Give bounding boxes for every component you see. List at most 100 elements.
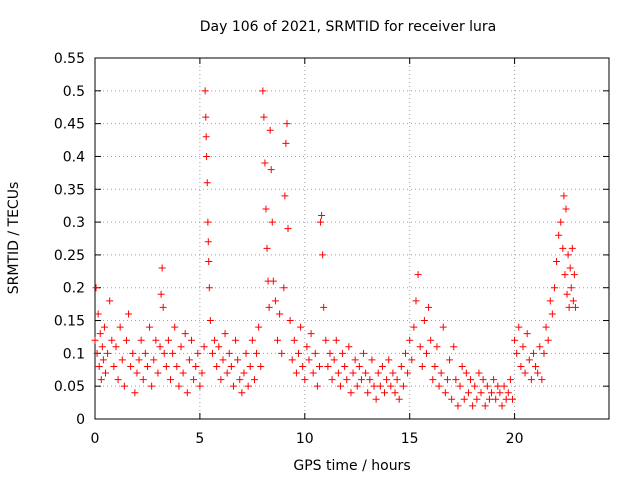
data-point bbox=[106, 297, 114, 305]
data-point bbox=[120, 382, 128, 390]
data-point bbox=[301, 376, 309, 384]
data-point bbox=[351, 356, 359, 364]
data-point bbox=[368, 356, 376, 364]
data-point bbox=[345, 343, 353, 351]
data-point bbox=[508, 395, 516, 403]
data-point bbox=[208, 349, 216, 357]
data-point bbox=[410, 323, 418, 331]
data-point bbox=[555, 231, 563, 239]
data-point bbox=[205, 284, 213, 292]
data-point bbox=[399, 382, 407, 390]
data-point bbox=[95, 362, 103, 370]
data-point bbox=[401, 349, 409, 357]
data-point bbox=[485, 395, 493, 403]
data-point bbox=[315, 362, 323, 370]
data-point bbox=[181, 330, 189, 338]
x-tick-label: 15 bbox=[401, 431, 419, 447]
data-point bbox=[204, 218, 212, 226]
data-point bbox=[92, 284, 100, 292]
data-point bbox=[414, 271, 422, 279]
data-point bbox=[544, 336, 552, 344]
data-point bbox=[454, 402, 462, 410]
data-point bbox=[498, 402, 506, 410]
data-point bbox=[295, 349, 303, 357]
data-point bbox=[141, 349, 149, 357]
x-axis-ticks: 0 5 10 15 20 bbox=[91, 58, 524, 447]
data-point bbox=[203, 179, 211, 187]
x-axis-label: GPS time / hours bbox=[293, 458, 410, 474]
data-point bbox=[261, 159, 269, 167]
data-point bbox=[477, 389, 485, 397]
data-point bbox=[202, 113, 210, 121]
data-point bbox=[471, 382, 479, 390]
data-point bbox=[334, 369, 342, 377]
data-point bbox=[341, 362, 349, 370]
data-point bbox=[125, 310, 133, 318]
data-point bbox=[567, 284, 575, 292]
data-point bbox=[571, 303, 579, 311]
data-point bbox=[408, 356, 416, 364]
data-point bbox=[283, 120, 291, 128]
data-point bbox=[297, 323, 305, 331]
data-point bbox=[118, 356, 126, 364]
data-point bbox=[110, 362, 118, 370]
data-point bbox=[481, 402, 489, 410]
data-point bbox=[420, 317, 428, 325]
data-point bbox=[353, 382, 361, 390]
data-point bbox=[96, 330, 104, 338]
data-point bbox=[127, 362, 135, 370]
data-point bbox=[389, 369, 397, 377]
data-point bbox=[290, 336, 298, 344]
y-tick-label: 0.5 bbox=[63, 84, 85, 100]
data-point bbox=[568, 244, 576, 252]
data-point bbox=[282, 139, 290, 147]
data-point bbox=[562, 205, 570, 213]
data-point bbox=[129, 349, 137, 357]
data-point bbox=[433, 343, 441, 351]
data-point bbox=[223, 369, 231, 377]
data-point bbox=[387, 382, 395, 390]
data-point bbox=[98, 343, 106, 351]
data-point bbox=[221, 330, 229, 338]
data-point bbox=[515, 323, 523, 331]
data-point bbox=[198, 369, 206, 377]
data-point bbox=[569, 297, 577, 305]
data-point bbox=[250, 376, 258, 384]
data-point bbox=[192, 362, 200, 370]
data-point bbox=[190, 376, 198, 384]
data-point bbox=[292, 369, 300, 377]
data-point bbox=[100, 323, 108, 331]
data-point bbox=[364, 389, 372, 397]
data-point bbox=[158, 264, 166, 272]
data-point bbox=[248, 336, 256, 344]
data-point bbox=[152, 336, 160, 344]
data-point bbox=[553, 257, 561, 265]
data-point bbox=[418, 362, 426, 370]
data-point bbox=[234, 356, 242, 364]
data-point bbox=[355, 362, 363, 370]
data-point bbox=[332, 336, 340, 344]
data-point bbox=[519, 343, 527, 351]
data-point bbox=[439, 323, 447, 331]
data-point bbox=[159, 303, 167, 311]
data-point bbox=[475, 369, 483, 377]
data-point bbox=[284, 225, 292, 233]
data-point bbox=[246, 362, 254, 370]
data-point bbox=[236, 376, 244, 384]
data-point bbox=[500, 382, 508, 390]
data-point bbox=[229, 382, 237, 390]
data-point bbox=[320, 303, 328, 311]
data-point bbox=[378, 362, 386, 370]
data-point bbox=[563, 290, 571, 298]
data-point bbox=[311, 349, 319, 357]
data-point bbox=[347, 389, 355, 397]
y-tick-label: 0.05 bbox=[54, 379, 85, 395]
data-point bbox=[108, 336, 116, 344]
data-point bbox=[202, 133, 210, 141]
data-point bbox=[225, 349, 233, 357]
data-point bbox=[550, 284, 558, 292]
data-point bbox=[240, 369, 248, 377]
data-point bbox=[473, 395, 481, 403]
data-point bbox=[122, 336, 130, 344]
